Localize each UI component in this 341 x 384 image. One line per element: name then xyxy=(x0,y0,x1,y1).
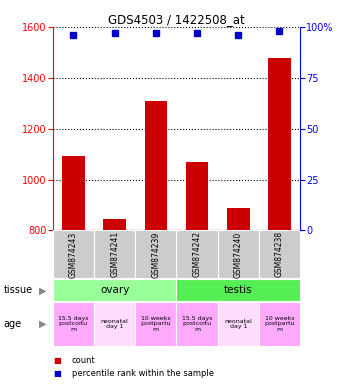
Text: 15.5 days
postcoitu
m: 15.5 days postcoitu m xyxy=(58,316,89,332)
Title: GDS4503 / 1422508_at: GDS4503 / 1422508_at xyxy=(108,13,245,26)
Bar xyxy=(53,230,94,278)
Bar xyxy=(186,162,208,230)
Bar xyxy=(94,302,135,346)
Bar xyxy=(218,302,259,346)
Bar xyxy=(62,156,85,230)
Text: 15.5 days
postcoitu
m: 15.5 days postcoitu m xyxy=(182,316,212,332)
Text: 10 weeks
postpartu
m: 10 weeks postpartu m xyxy=(264,316,295,332)
Text: GSM874239: GSM874239 xyxy=(151,231,160,278)
Bar xyxy=(218,230,259,278)
Bar xyxy=(53,279,177,301)
Bar xyxy=(94,230,135,278)
Text: ▶: ▶ xyxy=(39,319,47,329)
Text: neonatal
day 1: neonatal day 1 xyxy=(101,318,129,329)
Bar xyxy=(177,279,300,301)
Text: ■: ■ xyxy=(53,356,61,365)
Text: GSM874238: GSM874238 xyxy=(275,231,284,278)
Bar xyxy=(177,230,218,278)
Text: neonatal
day 1: neonatal day 1 xyxy=(224,318,252,329)
Bar xyxy=(145,101,167,230)
Bar xyxy=(227,208,250,230)
Text: ovary: ovary xyxy=(100,285,129,295)
Bar xyxy=(268,58,291,230)
Bar xyxy=(103,220,126,230)
Bar xyxy=(53,302,94,346)
Text: GSM874241: GSM874241 xyxy=(110,231,119,278)
Text: ■: ■ xyxy=(53,369,61,378)
Bar xyxy=(135,302,177,346)
Text: GSM874242: GSM874242 xyxy=(193,231,202,278)
Text: GSM874243: GSM874243 xyxy=(69,231,78,278)
Text: percentile rank within the sample: percentile rank within the sample xyxy=(72,369,213,378)
Text: age: age xyxy=(3,319,21,329)
Bar xyxy=(259,230,300,278)
Bar xyxy=(135,230,177,278)
Text: GSM874240: GSM874240 xyxy=(234,231,243,278)
Text: 10 weeks
postpartu
m: 10 weeks postpartu m xyxy=(140,316,171,332)
Text: testis: testis xyxy=(224,285,253,295)
Text: tissue: tissue xyxy=(3,285,32,295)
Text: ▶: ▶ xyxy=(39,285,47,295)
Bar xyxy=(259,302,300,346)
Text: count: count xyxy=(72,356,95,365)
Bar xyxy=(177,302,218,346)
